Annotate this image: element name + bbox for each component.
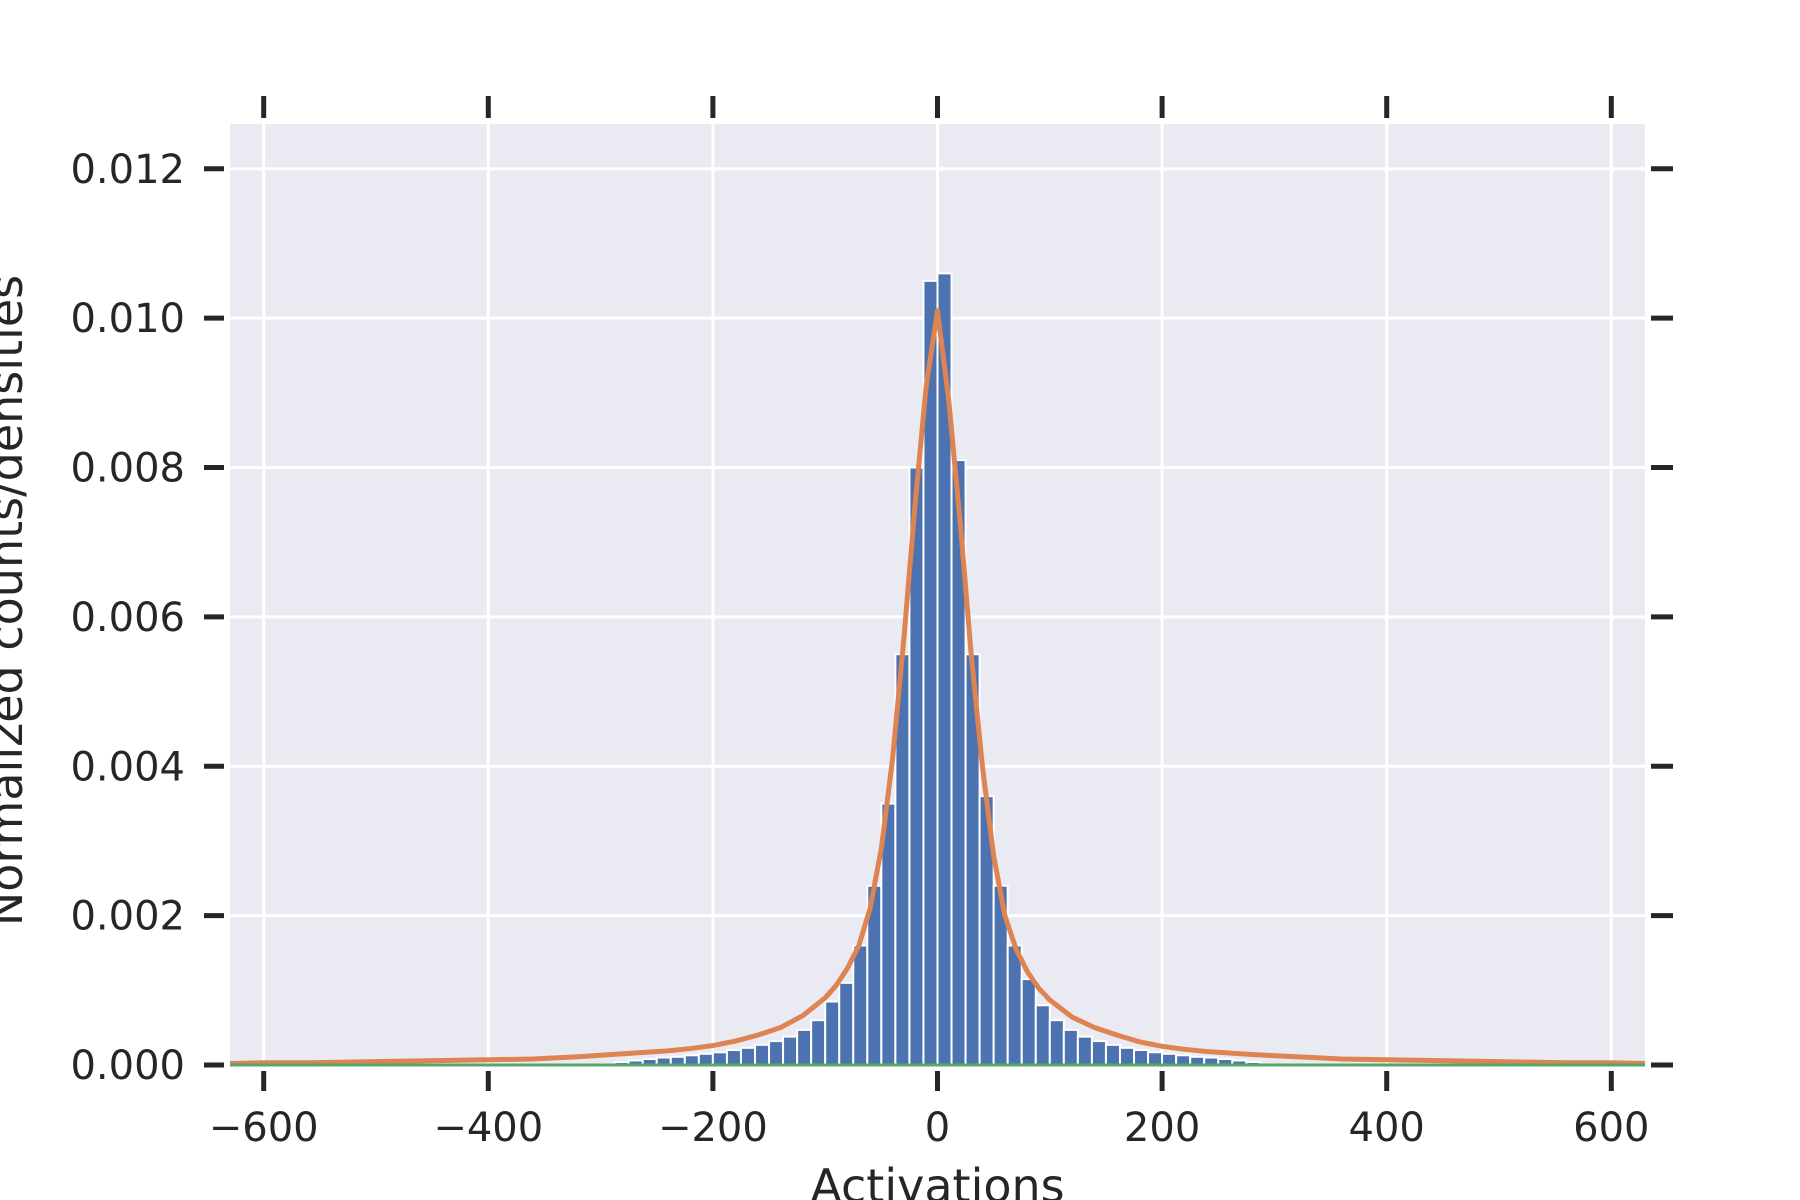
histogram-bar bbox=[1020, 978, 1037, 1066]
histogram-bar bbox=[1147, 1051, 1164, 1066]
x-axis-label: Activations bbox=[810, 1159, 1064, 1200]
histogram-bar bbox=[768, 1040, 785, 1066]
histogram-bar bbox=[852, 944, 869, 1066]
x-tick-label: −400 bbox=[433, 1105, 543, 1151]
x-tick-labels: −600 −400 −200 0 200 400 600 bbox=[209, 1105, 1650, 1151]
histogram-bar bbox=[739, 1046, 757, 1066]
histogram-bar bbox=[1076, 1035, 1093, 1066]
y-tick-label: 0.000 bbox=[70, 1043, 185, 1089]
histogram-bar bbox=[1161, 1052, 1178, 1066]
histogram-bar bbox=[725, 1049, 742, 1066]
y-tick-label: 0.010 bbox=[70, 296, 185, 342]
x-tick-label: 400 bbox=[1349, 1105, 1425, 1151]
histogram-bar bbox=[1090, 1040, 1107, 1066]
histogram-bar bbox=[796, 1028, 813, 1066]
histogram-bar bbox=[697, 1052, 714, 1066]
histogram-bar bbox=[838, 981, 855, 1066]
y-tick-label: 0.012 bbox=[70, 147, 185, 193]
histogram-bar bbox=[1133, 1049, 1150, 1066]
histogram-bar bbox=[711, 1051, 728, 1066]
y-tick-label: 0.008 bbox=[70, 446, 185, 492]
y-tick-label: 0.006 bbox=[70, 595, 185, 641]
x-tick-label: 200 bbox=[1124, 1105, 1200, 1151]
histogram-bar bbox=[1034, 1004, 1051, 1066]
density-curve bbox=[229, 308, 1646, 1067]
y-axis-label: Normalized counts/densities bbox=[0, 275, 33, 926]
x-tick-label: −600 bbox=[209, 1105, 319, 1151]
x-tick-label: 0 bbox=[925, 1105, 950, 1151]
x-tick-label: −200 bbox=[658, 1105, 768, 1151]
histogram-bar bbox=[1006, 944, 1023, 1066]
y-tick-label: 0.004 bbox=[70, 744, 185, 790]
histogram-bar bbox=[1062, 1028, 1079, 1066]
histogram-bar bbox=[824, 1000, 841, 1066]
tick-marks bbox=[204, 96, 1673, 1091]
histogram-bar bbox=[1118, 1046, 1136, 1066]
y-tick-label: 0.002 bbox=[70, 894, 185, 940]
histogram-bar bbox=[754, 1043, 771, 1066]
histogram-bar bbox=[810, 1019, 827, 1067]
histogram-bar bbox=[1048, 1019, 1065, 1067]
x-tick-label: 600 bbox=[1573, 1105, 1649, 1151]
histogram-bar bbox=[1104, 1043, 1121, 1066]
histogram-bars bbox=[613, 272, 1262, 1067]
histogram-bar bbox=[782, 1035, 799, 1066]
y-tick-labels: 0.000 0.002 0.004 0.006 0.008 0.010 0.012 bbox=[70, 147, 185, 1089]
series-lines bbox=[229, 308, 1646, 1067]
